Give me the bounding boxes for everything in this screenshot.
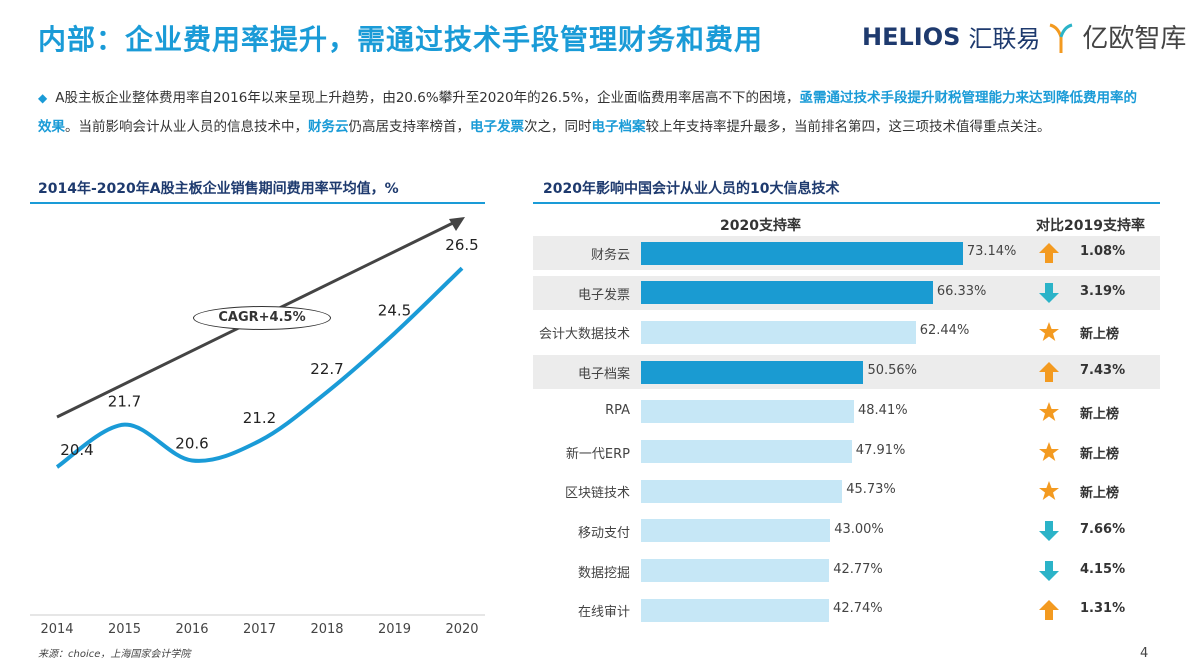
summary-text: A股主板企业整体费用率自2016年以来呈现上升趋势，由20.6%攀升至2020年… (55, 90, 800, 106)
data-label: 22.7 (310, 360, 343, 378)
bar-value-label: 42.77% (833, 561, 883, 577)
x-tick-label: 2019 (378, 622, 411, 637)
x-tick-label: 2015 (108, 622, 141, 637)
x-tick-label: 2017 (243, 622, 276, 637)
star-icon (1039, 481, 1059, 501)
line-chart: 20.4 2014 21.7 2015 20.6 2016 21.2 2017 22.7 2018… (30, 217, 485, 637)
yiou-logo-icon (1049, 23, 1073, 53)
change-value: 3.19% (1080, 283, 1126, 299)
bar-chart-title: 2020年影响中国会计从业人员的10大信息技术 (543, 181, 840, 197)
page-number: 4 (1140, 646, 1149, 661)
bar-value-label: 47.91% (855, 442, 906, 458)
bar-value-label: 43.00% (834, 521, 884, 537)
summary-highlight: 电子档案 (591, 119, 646, 135)
helios-cn-logo: 汇联易 (968, 25, 1041, 53)
bar (641, 281, 933, 305)
col-header-compare: 对比2019支持率 (1036, 218, 1145, 234)
bar-value-label: 42.74% (833, 601, 883, 617)
bar (641, 400, 854, 424)
series-line (55, 266, 464, 469)
data-label: 21.7 (108, 393, 141, 411)
category-label: 区块链技术 (564, 486, 630, 502)
category-label: 数据挖掘 (577, 565, 630, 581)
category-label: 财务云 (590, 248, 630, 263)
bar-value-label: 62.44% (919, 323, 970, 339)
change-value: 1.08% (1080, 244, 1126, 259)
bar (641, 598, 830, 622)
bar-value-label: 45.73% (846, 482, 896, 498)
arrow-up-icon (1039, 362, 1059, 383)
data-label: 26.5 (445, 236, 478, 254)
data-label: 20.6 (175, 434, 208, 452)
x-tick-label: 2014 (40, 622, 73, 637)
bar (641, 241, 963, 265)
x-tick-label: 2018 (310, 622, 343, 637)
change-value: 新上榜 (1080, 446, 1120, 462)
bar (641, 440, 852, 463)
summary: ◆ A股主板企业整体费用率自2016年以来呈现上升趋势，由20.6%攀升至2020… (38, 84, 1148, 142)
source-note: 来源：choice，上海国家会计学院 (38, 649, 191, 660)
star-icon (1039, 401, 1059, 421)
trend-arrow-head-icon (449, 217, 465, 231)
star-icon (1039, 322, 1059, 342)
arrow-up-icon (1039, 243, 1059, 263)
category-label: RPA (605, 402, 630, 418)
cagr-annotation: CAGR+4.5% (193, 306, 331, 330)
summary-text: 较上年支持率提升最多，当前排名第四，这三项技术值得重点关注。 (645, 119, 1051, 135)
star-icon (1039, 441, 1059, 461)
divider (30, 202, 485, 204)
change-value: 1.31% (1080, 601, 1126, 617)
bar-value-label: 50.56% (867, 363, 918, 379)
arrow-up-icon (1039, 600, 1059, 621)
arrow-down-icon (1039, 282, 1059, 303)
summary-text: 次之，同时 (524, 119, 592, 135)
data-label: 21.2 (243, 409, 276, 427)
bar (641, 479, 843, 503)
change-value: 新上榜 (1080, 327, 1120, 343)
change-value: 新上榜 (1080, 486, 1120, 502)
bar-value-label: 48.41% (858, 402, 908, 418)
summary-highlight: 财务云 (308, 119, 349, 135)
helios-logo: HELIOS (862, 22, 961, 51)
bar (641, 559, 830, 583)
bar (641, 360, 864, 384)
arrow-down-icon (1039, 520, 1059, 541)
diamond-bullet-icon: ◆ (38, 91, 48, 105)
category-label: 电子档案 (577, 367, 630, 383)
arrow-down-icon (1039, 560, 1059, 581)
x-tick-label: 2020 (445, 622, 478, 637)
summary-text: 。当前影响会计从业人员的信息技术中， (65, 119, 308, 135)
change-value: 7.43% (1080, 363, 1126, 379)
summary-highlight: 电子发票 (470, 119, 524, 135)
logos: HELIOS 汇联易 亿欧智库 (862, 18, 1186, 55)
yiou-logo: 亿欧智库 (1082, 24, 1187, 54)
bar (641, 320, 916, 344)
col-header-2020: 2020支持率 (720, 218, 801, 234)
bar-value-label: 66.33% (936, 283, 987, 299)
bar (641, 519, 831, 543)
category-label: 新一代ERP (565, 446, 630, 462)
category-label: 在线审计 (577, 605, 630, 621)
divider (533, 202, 1160, 204)
summary-text: 仍高居支持率榜首， (348, 119, 471, 135)
line-chart-title: 2014年-2020年A股主板企业销售期间费用率平均值，% (38, 181, 399, 197)
page-title: 内部：企业费用率提升，需通过技术手段管理财务和费用 (38, 23, 764, 56)
category-label: 会计大数据技术 (538, 327, 630, 343)
change-value: 7.66% (1080, 521, 1126, 537)
summary-highlight: 亟需通过技术手段提升财税管理能力来达到降低费用率的效果 (38, 90, 1137, 135)
category-label: 电子发票 (577, 287, 630, 303)
change-value: 4.15% (1080, 561, 1126, 577)
bar-value-label: 73.14% (966, 244, 1017, 259)
change-value: 新上榜 (1080, 406, 1120, 422)
x-tick-label: 2016 (175, 622, 208, 637)
data-label: 24.5 (378, 301, 411, 319)
data-label: 20.4 (60, 441, 93, 459)
category-label: 移动支付 (577, 525, 630, 541)
